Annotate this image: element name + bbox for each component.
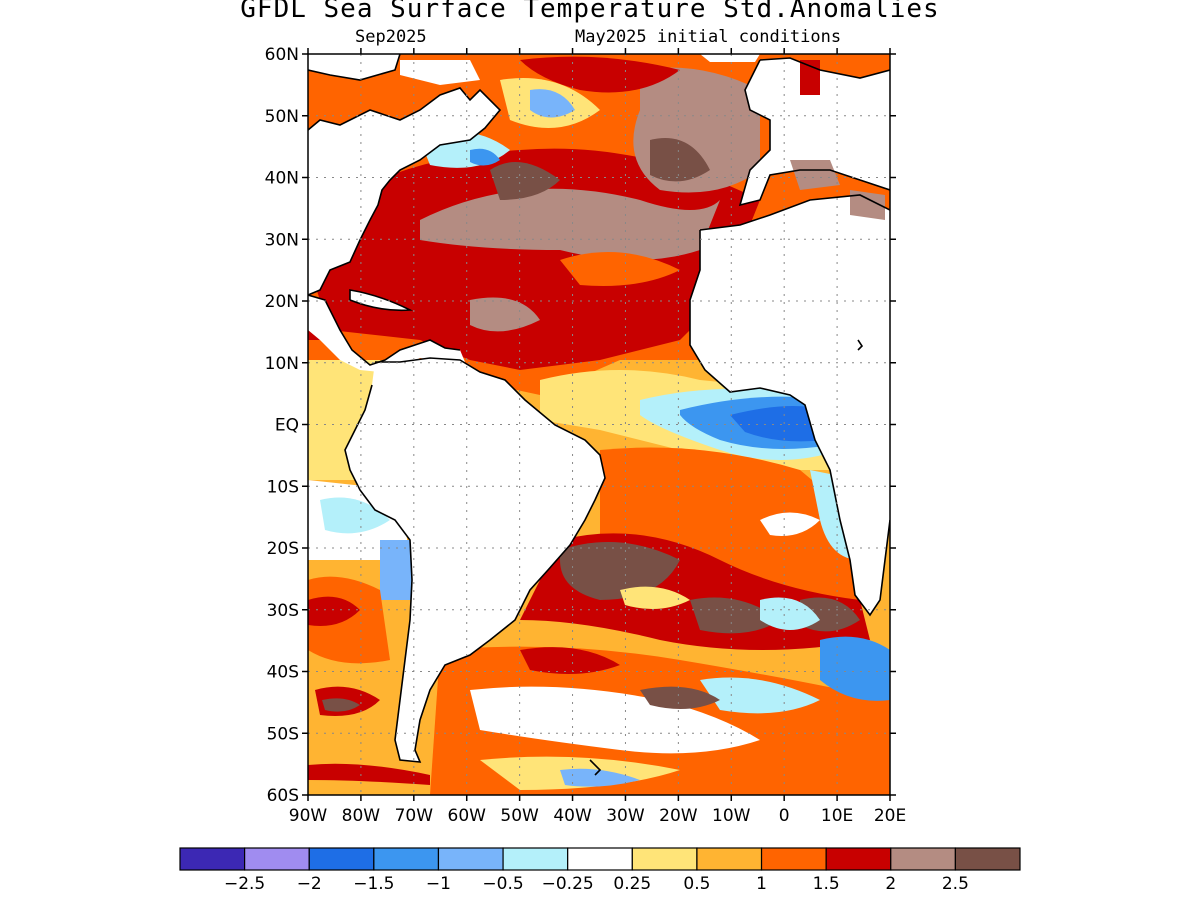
lon-tick-label: 70W — [395, 806, 434, 826]
lat-tick-label: 40N — [265, 169, 299, 189]
lon-tick-label: 50W — [500, 806, 539, 826]
lon-tick-label: 60W — [448, 806, 487, 826]
lat-tick-label: 30N — [265, 230, 299, 250]
colorbar-swatch — [825, 847, 892, 871]
lat-tick-label: 10S — [267, 477, 299, 497]
colorbar-tick-label: 1 — [756, 874, 767, 894]
lon-tick-label: 10W — [712, 806, 751, 826]
valid-month-label: Sep2025 — [355, 27, 427, 47]
lat-tick-label: 60N — [265, 45, 299, 65]
colorbar-swatch — [890, 847, 956, 871]
gridlines — [308, 54, 890, 795]
colorbar — [179, 847, 1021, 871]
colorbar-swatch — [696, 847, 763, 871]
colorbar-swatch — [179, 847, 246, 871]
colorbar-tick-label: 0.5 — [683, 874, 710, 894]
lat-tick-label: 20S — [267, 539, 299, 559]
colorbar-swatch — [954, 847, 1021, 871]
lat-tick-label: 30S — [267, 601, 299, 621]
colorbar-tick-label: −0.25 — [542, 874, 594, 894]
colorbar-tick-label: −1 — [426, 874, 451, 894]
colorbar-tick-label: −0.5 — [482, 874, 523, 894]
initial-conditions-label: May2025 initial conditions — [575, 27, 842, 47]
colorbar-swatch — [631, 847, 698, 871]
colorbar-labels: −2.5 −2 −1.5 −1 −0.5 −0.25 0.25 0.5 1 1.5 2 2.5 — [224, 874, 969, 894]
map-title: GFDL Sea Surface Temperature Std.Anomali… — [240, 0, 940, 24]
colorbar-tick-label: 2.5 — [942, 874, 969, 894]
lon-tick-label: 20E — [874, 806, 906, 826]
colorbar-tick-label: 1.5 — [813, 874, 840, 894]
lon-tick-label: 40W — [553, 806, 592, 826]
lon-tick-label: 20W — [659, 806, 698, 826]
lon-tick-label: 30W — [606, 806, 645, 826]
longitude-tick-labels: 90W 80W 70W 60W 50W 40W 30W 20W 10W 0 10E 20E — [289, 806, 906, 826]
colorbar-swatch — [502, 847, 569, 871]
latitude-tick-labels: 60N 50N 40N 30N 20N 10N EQ 10S 20S 30S 40S 50S 60S — [265, 45, 299, 806]
lat-tick-label: EQ — [275, 416, 299, 436]
lat-tick-label: 20N — [265, 292, 299, 312]
colorbar-swatch — [373, 847, 440, 871]
lon-tick-label: 80W — [342, 806, 381, 826]
colorbar-swatch — [244, 847, 310, 871]
lon-tick-label: 90W — [289, 806, 328, 826]
lat-tick-label: 40S — [267, 663, 299, 683]
lat-tick-label: 60S — [267, 786, 299, 806]
lon-tick-label: 0 — [779, 806, 790, 826]
colorbar-swatch — [760, 847, 827, 871]
colorbar-tick-label: −1.5 — [353, 874, 394, 894]
colorbar-tick-label: 0.25 — [613, 874, 651, 894]
lon-tick-label: 10E — [821, 806, 853, 826]
lat-tick-label: 50S — [267, 724, 299, 744]
colorbar-swatch — [567, 847, 633, 871]
colorbar-tick-label: −2.5 — [224, 874, 265, 894]
colorbar-swatch — [308, 847, 375, 871]
lat-tick-label: 50N — [265, 107, 299, 127]
colorbar-tick-label: 2 — [885, 874, 896, 894]
colorbar-swatch — [437, 847, 504, 871]
lat-tick-label: 10N — [265, 354, 299, 374]
colorbar-tick-label: −2 — [297, 874, 322, 894]
anomaly-field — [308, 54, 890, 795]
